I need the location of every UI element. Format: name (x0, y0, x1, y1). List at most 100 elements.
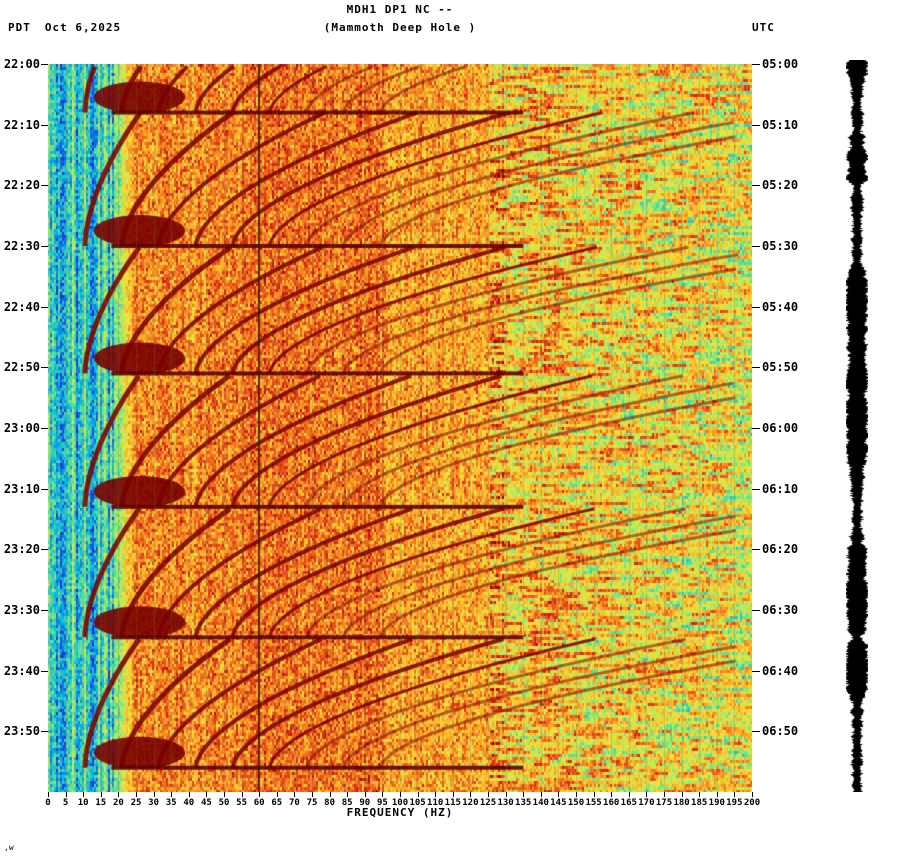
freq-tick-mark (400, 792, 401, 797)
freq-tick-label: 80 (324, 798, 336, 808)
left-time-tick-label: 23:40 (3, 663, 40, 678)
freq-tick-label: 0 (45, 798, 51, 808)
left-time-tick-label: 23:10 (3, 481, 40, 496)
station-title: MDH1 DP1 NC -- (346, 3, 454, 16)
freq-tick-mark (83, 792, 85, 797)
freq-tick-label: 175 (655, 798, 673, 808)
left-time-tick-label: 22:20 (3, 178, 40, 193)
right-tick-mark (752, 306, 760, 308)
right-time-tick-label: 05:50 (762, 360, 799, 375)
right-time-tick-label: 05:30 (762, 239, 799, 253)
freq-tick-mark (347, 792, 349, 797)
freq-tick-mark (417, 792, 419, 797)
freq-tick-mark (646, 792, 648, 797)
freq-tick-label: 185 (691, 798, 708, 808)
freq-tick-label: 55 (236, 798, 248, 808)
right-time-tick-label: 05:20 (762, 178, 799, 193)
freq-tick-mark (752, 792, 753, 797)
left-tick-mark (41, 367, 48, 369)
freq-tick-label: 190 (708, 798, 725, 808)
freq-tick-label: 5 (62, 798, 69, 808)
freq-tick-mark (540, 792, 542, 797)
freq-tick-mark (241, 792, 243, 797)
freq-tick-label: 150 (567, 798, 585, 808)
freq-tick-mark (681, 792, 683, 797)
seismogram-amplitude-trace (846, 60, 868, 792)
freq-tick-mark (48, 792, 49, 797)
freq-tick-label: 135 (515, 798, 532, 808)
freq-tick-mark (470, 792, 472, 797)
freq-tick-label: 30 (148, 798, 160, 808)
right-tick-mark (752, 246, 760, 247)
freq-tick-mark (100, 792, 102, 797)
freq-tick-mark (699, 792, 701, 797)
freq-tick-mark (505, 792, 507, 797)
freq-tick-mark (188, 792, 190, 797)
left-tick-mark (41, 610, 48, 611)
freq-tick-label: 155 (585, 798, 602, 808)
freq-tick-mark (294, 792, 296, 797)
left-time-tick-label: 23:00 (3, 421, 40, 435)
freq-tick-label: 65 (271, 798, 283, 808)
freq-tick-label: 110 (427, 798, 444, 808)
freq-tick-label: 120 (462, 798, 479, 808)
left-time-tick-label: 22:30 (3, 239, 40, 253)
station-subtitle: (Mammoth Deep Hole ) (323, 21, 477, 34)
freq-tick-label: 70 (288, 798, 300, 808)
right-time-tick-label: 06:00 (762, 421, 799, 435)
right-tick-mark (752, 549, 760, 551)
right-time-tick-label: 05:40 (762, 299, 799, 314)
left-time-tick-label: 22:10 (3, 117, 40, 132)
right-time-tick-label: 05:00 (762, 57, 799, 71)
left-tick-mark (41, 185, 48, 187)
freq-tick-label: 40 (183, 798, 195, 808)
left-time-tick-label: 23:30 (3, 603, 40, 617)
frequency-axis-title: FREQUENCY (HZ) (346, 806, 454, 819)
freq-tick-label: 125 (479, 798, 497, 808)
right-tick-mark (752, 124, 760, 126)
right-tick-mark (752, 367, 760, 369)
right-time-tick-label: 06:20 (762, 542, 799, 557)
freq-tick-mark (611, 792, 613, 797)
freq-tick-label: 180 (673, 798, 690, 808)
left-tick-mark (41, 246, 48, 247)
freq-tick-mark (664, 792, 665, 797)
freq-tick-label: 130 (497, 798, 514, 808)
freq-tick-mark (118, 792, 120, 797)
freq-tick-mark (136, 792, 137, 797)
freq-tick-label: 115 (444, 798, 461, 808)
left-tick-mark (41, 731, 48, 733)
freq-tick-label: 95 (376, 798, 388, 808)
freq-tick-label: 45 (200, 798, 212, 808)
freq-tick-label: 105 (409, 798, 426, 808)
freq-tick-label: 35 (165, 798, 177, 808)
freq-tick-mark (382, 792, 384, 797)
freq-tick-label: 85 (341, 798, 353, 808)
freq-tick-mark (259, 792, 261, 797)
left-time-tick-label: 23:20 (3, 542, 40, 557)
spectrogram-heatmap[interactable] (48, 64, 752, 792)
left-tick-mark (41, 670, 48, 672)
timezone-right-label: UTC (752, 21, 775, 34)
left-tick-mark (41, 124, 48, 126)
freq-tick-label: 90 (359, 798, 371, 808)
right-time-tick-label: 06:50 (762, 724, 799, 739)
freq-tick-label: 15 (95, 798, 107, 808)
freq-tick-mark (312, 792, 313, 797)
right-time-tick-label: 06:10 (762, 481, 799, 496)
freq-tick-label: 170 (638, 798, 655, 808)
freq-tick-label: 25 (130, 798, 142, 808)
freq-tick-label: 195 (726, 798, 743, 808)
left-time-tick-label: 23:50 (3, 724, 40, 739)
freq-tick-mark (716, 792, 718, 797)
freq-tick-mark (452, 792, 454, 797)
freq-tick-label: 100 (391, 798, 409, 808)
freq-tick-mark (364, 792, 366, 797)
left-tick-mark (41, 306, 48, 308)
freq-tick-mark (153, 792, 155, 797)
freq-tick-mark (171, 792, 173, 797)
freq-tick-mark (224, 792, 225, 797)
right-tick-mark (752, 64, 760, 65)
freq-tick-label: 160 (603, 798, 620, 808)
